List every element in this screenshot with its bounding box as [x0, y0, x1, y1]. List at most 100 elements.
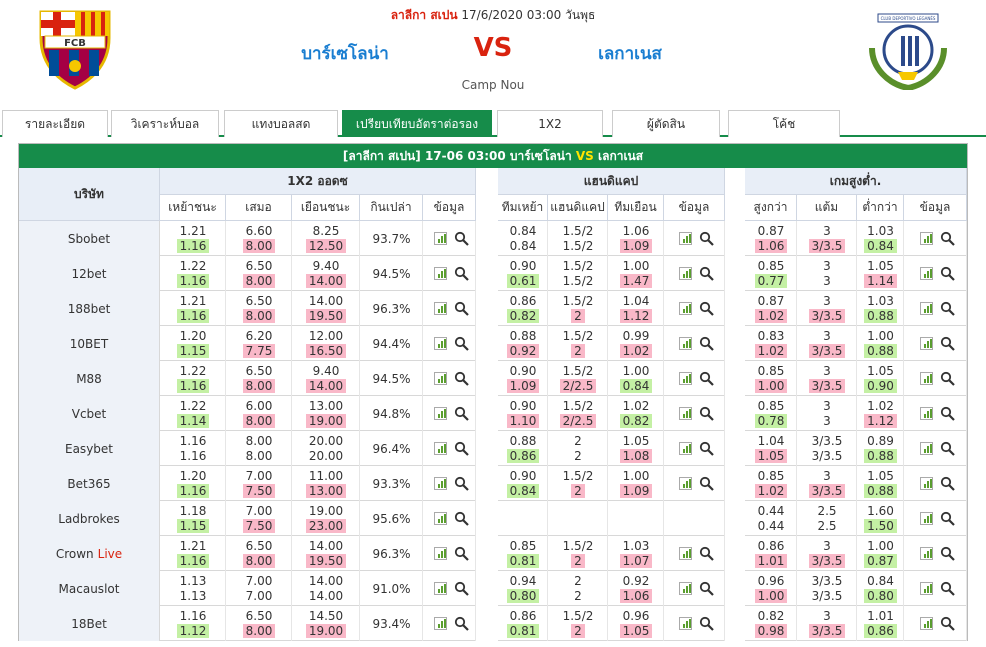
magnifier-icon[interactable]	[940, 546, 955, 561]
chart-icon[interactable]	[433, 582, 447, 595]
magnifier-icon[interactable]	[454, 511, 469, 526]
magnifier-icon[interactable]	[699, 616, 714, 631]
info-over-under[interactable]	[916, 231, 956, 247]
magnifier-icon[interactable]	[940, 266, 955, 281]
info-handicap[interactable]	[675, 301, 715, 317]
magnifier-icon[interactable]	[454, 476, 469, 491]
company-label[interactable]: M88	[76, 371, 102, 386]
company-label[interactable]: Easybet	[65, 441, 113, 456]
magnifier-icon[interactable]	[454, 406, 469, 421]
chart-icon[interactable]	[919, 442, 933, 455]
chart-icon[interactable]	[433, 232, 447, 245]
league-name[interactable]: ลาลีกา สเปน	[390, 8, 458, 22]
info-1x2[interactable]	[430, 406, 470, 422]
chart-icon[interactable]	[678, 267, 692, 280]
magnifier-icon[interactable]	[940, 511, 955, 526]
info-over-under[interactable]	[916, 406, 956, 422]
info-over-under[interactable]	[916, 266, 956, 282]
chart-icon[interactable]	[678, 617, 692, 630]
chart-icon[interactable]	[433, 337, 447, 350]
magnifier-icon[interactable]	[940, 336, 955, 351]
magnifier-icon[interactable]	[940, 616, 955, 631]
away-team-name[interactable]: เลกาเนส	[598, 44, 662, 64]
chart-icon[interactable]	[678, 477, 692, 490]
chart-icon[interactable]	[433, 267, 447, 280]
magnifier-icon[interactable]	[699, 406, 714, 421]
info-over-under[interactable]	[916, 616, 956, 632]
magnifier-icon[interactable]	[454, 546, 469, 561]
info-1x2[interactable]	[430, 476, 470, 492]
info-over-under[interactable]	[916, 511, 956, 527]
info-over-under[interactable]	[916, 336, 956, 352]
company-name[interactable]: 10BET	[19, 326, 160, 361]
company-name[interactable]: 18Bet	[19, 606, 160, 641]
chart-icon[interactable]	[433, 407, 447, 420]
company-name[interactable]: M88	[19, 361, 160, 396]
info-over-under[interactable]	[916, 371, 956, 387]
company-label[interactable]: Ladbrokes	[58, 511, 120, 526]
magnifier-icon[interactable]	[699, 441, 714, 456]
chart-icon[interactable]	[433, 302, 447, 315]
info-1x2[interactable]	[430, 546, 470, 562]
magnifier-icon[interactable]	[699, 371, 714, 386]
info-handicap[interactable]	[675, 336, 715, 352]
company-label[interactable]: 12bet	[71, 266, 107, 281]
magnifier-icon[interactable]	[699, 581, 714, 596]
chart-icon[interactable]	[678, 302, 692, 315]
company-label[interactable]: 18Bet	[71, 616, 107, 631]
magnifier-icon[interactable]	[699, 266, 714, 281]
info-over-under[interactable]	[916, 546, 956, 562]
chart-icon[interactable]	[919, 337, 933, 350]
company-label[interactable]: Sbobet	[67, 231, 111, 246]
magnifier-icon[interactable]	[699, 546, 714, 561]
info-1x2[interactable]	[430, 371, 470, 387]
chart-icon[interactable]	[919, 267, 933, 280]
chart-icon[interactable]	[919, 477, 933, 490]
info-handicap[interactable]	[675, 231, 715, 247]
chart-icon[interactable]	[919, 547, 933, 560]
info-1x2[interactable]	[430, 336, 470, 352]
info-1x2[interactable]	[430, 581, 470, 597]
chart-icon[interactable]	[433, 477, 447, 490]
info-handicap[interactable]	[675, 581, 715, 597]
magnifier-icon[interactable]	[454, 581, 469, 596]
chart-icon[interactable]	[678, 337, 692, 350]
company-name[interactable]: 188bet	[19, 291, 160, 326]
info-1x2[interactable]	[430, 266, 470, 282]
company-name[interactable]: Bet365	[19, 466, 160, 501]
chart-icon[interactable]	[919, 582, 933, 595]
magnifier-icon[interactable]	[454, 441, 469, 456]
company-name[interactable]: Vcbet	[19, 396, 160, 431]
chart-icon[interactable]	[678, 582, 692, 595]
company-name[interactable]: Sbobet	[19, 221, 160, 256]
chart-icon[interactable]	[433, 372, 447, 385]
chart-icon[interactable]	[433, 442, 447, 455]
info-handicap[interactable]	[675, 371, 715, 387]
magnifier-icon[interactable]	[940, 371, 955, 386]
magnifier-icon[interactable]	[940, 441, 955, 456]
home-team-name[interactable]: บาร์เซโลน่า	[301, 44, 389, 64]
info-over-under[interactable]	[916, 476, 956, 492]
magnifier-icon[interactable]	[940, 476, 955, 491]
magnifier-icon[interactable]	[454, 266, 469, 281]
chart-icon[interactable]	[678, 407, 692, 420]
info-over-under[interactable]	[916, 301, 956, 317]
info-over-under[interactable]	[916, 441, 956, 457]
info-handicap[interactable]	[675, 476, 715, 492]
company-label[interactable]: Crown	[55, 546, 94, 561]
chart-icon[interactable]	[919, 372, 933, 385]
info-1x2[interactable]	[430, 301, 470, 317]
company-label[interactable]: 10BET	[69, 336, 109, 351]
info-1x2[interactable]	[430, 231, 470, 247]
info-handicap[interactable]	[675, 546, 715, 562]
info-handicap[interactable]	[675, 616, 715, 632]
chart-icon[interactable]	[919, 232, 933, 245]
info-handicap[interactable]	[675, 266, 715, 282]
tab-referee[interactable]: ผู้ตัดสิน	[612, 110, 720, 137]
magnifier-icon[interactable]	[699, 231, 714, 246]
company-name[interactable]: Crown Live	[19, 536, 160, 571]
tab-live-betting[interactable]: แทงบอลสด	[224, 110, 338, 137]
tab-details[interactable]: รายละเอียด	[2, 110, 108, 137]
info-1x2[interactable]	[430, 511, 470, 527]
company-label[interactable]: Vcbet	[71, 406, 107, 421]
